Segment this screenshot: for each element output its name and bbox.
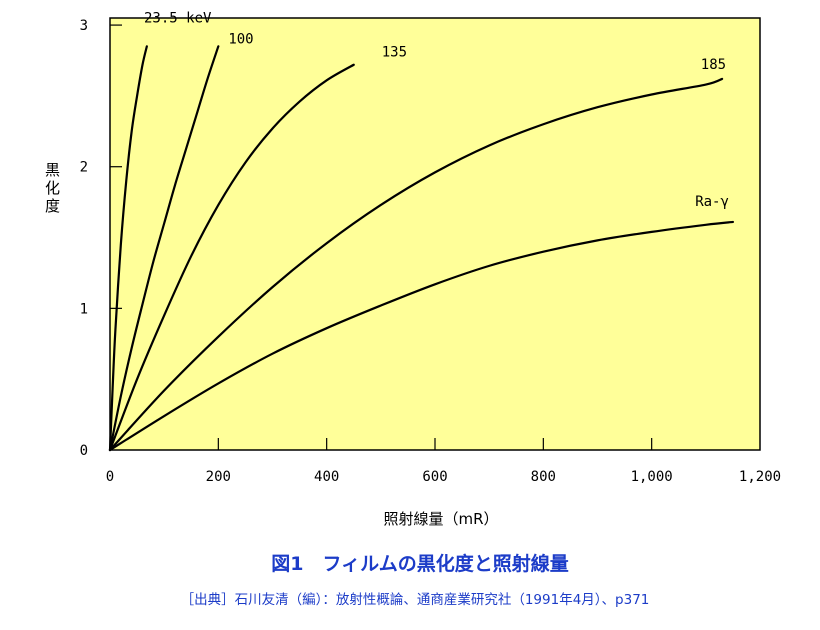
x-tick-label: 1,000 [631,469,673,485]
plot-area [109,17,761,451]
curve-series-1 [108,45,220,452]
y-tick-label: 2 [80,160,88,176]
x-tick-label: 800 [531,469,556,485]
series-labels-layer: 23.5 keV 100 135 185 Ra-γ [144,10,729,210]
curve-series-0 [108,45,148,452]
series-label: Ra-γ [695,194,729,210]
figure-title: 図1 フィルムの黒化度と照射線量 [271,552,568,575]
series-label: 135 [382,45,407,61]
x-tick-label: 400 [314,469,339,485]
series-label: 185 [701,57,726,73]
y-axis-title: 黒化度 [43,162,61,216]
y-tick-label: 3 [80,18,88,34]
figure-source: ［出典］石川友清（編）：放射性概論、通商産業研究社（1991年4月）、p371 [181,592,650,608]
y-tick-label: 1 [80,301,88,317]
x-tick-label: 600 [422,469,447,485]
x-tick-label: 1,200 [739,469,781,485]
series-label: 23.5 keV [144,10,212,26]
curve-series-4 [108,220,735,452]
curves-layer [108,45,735,452]
x-axis-title: 照射線量（mR） [383,510,498,528]
ticks-layer: 0 200 400 600 800 1,000 1,200 0 1 2 3 [80,18,782,485]
curve-series-2 [108,63,355,452]
y-tick-label: 0 [80,443,88,459]
x-tick-label: 200 [206,469,231,485]
x-tick-label: 0 [106,469,114,485]
series-label: 100 [228,31,253,47]
curve-series-3 [108,77,724,452]
